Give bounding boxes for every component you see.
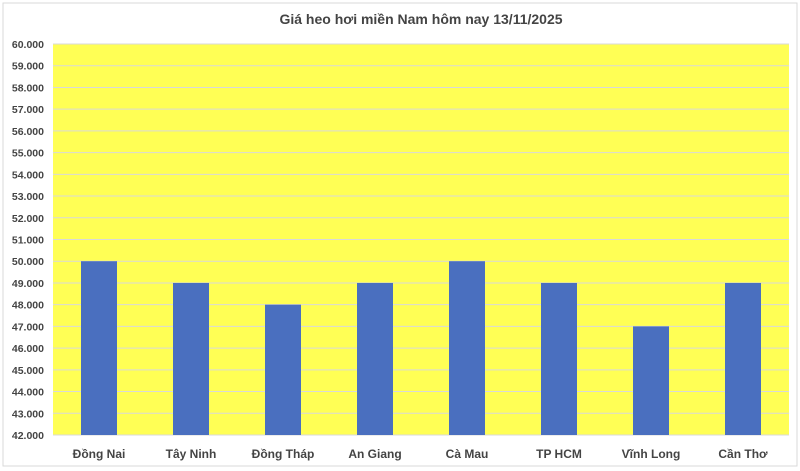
- x-category-label: Đồng Tháp: [252, 447, 315, 461]
- y-tick-label: 45.000: [12, 365, 44, 377]
- bar: [541, 282, 577, 435]
- y-tick-label: 52.000: [12, 213, 44, 225]
- y-tick-label: 55.000: [12, 148, 44, 160]
- y-tick-label: 44.000: [12, 387, 44, 399]
- x-category-label: Cà Mau: [446, 447, 489, 461]
- y-tick-label: 54.000: [12, 169, 44, 181]
- y-tick-label: 56.000: [12, 126, 44, 138]
- y-tick-label: 42.000: [12, 430, 44, 442]
- y-tick-label: 43.000: [12, 408, 44, 420]
- y-tick-label: 60.000: [12, 39, 44, 51]
- x-category-label: An Giang: [348, 447, 401, 461]
- y-tick-label: 49.000: [12, 278, 44, 290]
- bar: [725, 282, 761, 435]
- chart-title: Giá heo hơi miền Nam hôm nay 13/11/2025: [279, 11, 562, 27]
- bar: [173, 282, 209, 435]
- bar: [633, 326, 669, 435]
- y-tick-label: 59.000: [12, 61, 44, 73]
- bar: [449, 261, 485, 435]
- y-tick-label: 58.000: [12, 82, 44, 94]
- x-category-label: TP HCM: [536, 447, 582, 461]
- y-tick-label: 53.000: [12, 191, 44, 203]
- bar: [265, 304, 301, 435]
- y-tick-label: 47.000: [12, 321, 44, 333]
- x-category-label: Cần Thơ: [718, 447, 768, 461]
- x-category-label: Tây Ninh: [166, 447, 217, 461]
- bar: [357, 282, 393, 435]
- x-category-label: Đồng Nai: [73, 447, 126, 461]
- y-tick-label: 57.000: [12, 104, 44, 116]
- y-tick-label: 50.000: [12, 256, 44, 268]
- y-tick-label: 48.000: [12, 300, 44, 312]
- x-category-label: Vĩnh Long: [622, 447, 681, 461]
- bar: [81, 261, 117, 435]
- y-tick-label: 46.000: [12, 343, 44, 355]
- y-tick-label: 51.000: [12, 235, 44, 247]
